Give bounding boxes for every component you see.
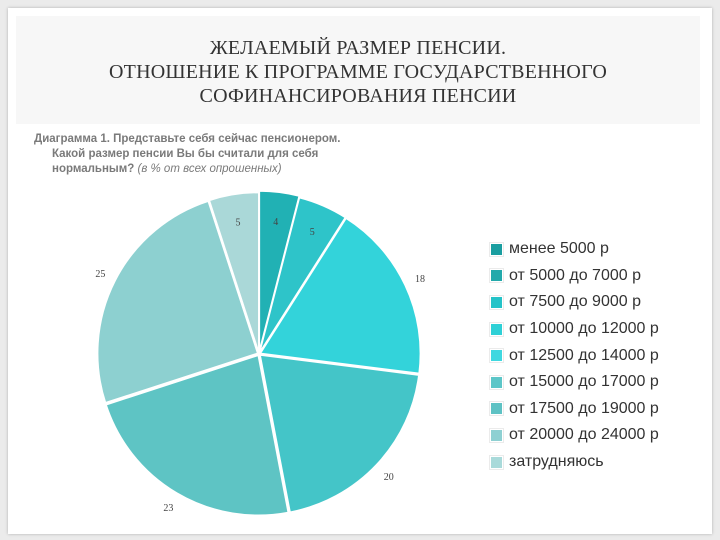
pie-slice-6 <box>96 200 259 404</box>
data-label-1: 4 <box>273 217 278 228</box>
pie-slice-4 <box>259 354 420 514</box>
legend-item: от 7500 до 9000 р <box>490 289 705 316</box>
legend-swatch <box>490 455 503 469</box>
data-label-4: 20 <box>384 472 394 483</box>
chart-title-line-3: нормальным? (в % от всех опрошенных) <box>34 162 364 177</box>
slide-title-line-2: ОТНОШЕНИЕ К ПРОГРАММЕ ГОСУДАРСТВЕННОГО <box>109 61 607 83</box>
legend-item: затрудняюсь <box>490 449 705 476</box>
legend-label: от 17500 до 19000 р <box>509 399 659 417</box>
legend-item: от 12500 до 14000 р <box>490 342 705 369</box>
legend-label: от 12500 до 14000 р <box>509 346 659 364</box>
pie-slice-7 <box>208 191 260 353</box>
chart-title-line-2: Какой размер пенсии Вы бы считали для се… <box>52 148 319 160</box>
chart-title-question: нормальным? <box>52 163 135 175</box>
data-label-6: 25 <box>95 269 105 280</box>
chart-title-note: (в % от всех опрошенных) <box>137 163 282 175</box>
legend-swatch <box>490 295 503 309</box>
legend-item: от 5000 до 7000 р <box>490 263 705 290</box>
legend-swatch <box>490 322 503 336</box>
pie-slice-2 <box>258 196 347 354</box>
legend-item: от 15000 до 17000 р <box>490 369 705 396</box>
legend-swatch <box>490 349 503 363</box>
slide-title: ЖЕЛАЕМЫЙ РАЗМЕР ПЕНСИИ. ОТНОШЕНИЕ К ПРОГ… <box>16 36 700 108</box>
legend-label: от 5000 до 7000 р <box>509 266 641 284</box>
legend-item: от 10000 до 12000 р <box>490 316 705 343</box>
data-label-2: 5 <box>310 227 315 238</box>
pie-slice-3 <box>259 217 422 375</box>
slide-title-line-3: СОФИНАНСИРОВАНИЯ ПЕНСИИ <box>199 85 517 107</box>
legend-swatch <box>490 242 503 256</box>
legend-item: менее 5000 р <box>490 236 705 263</box>
legend-swatch <box>490 269 503 283</box>
legend-label: от 7500 до 9000 р <box>509 293 641 311</box>
legend-swatch <box>490 402 503 416</box>
chart-title: Диаграмма 1. Представьте себя сейчас пен… <box>34 132 364 177</box>
data-label-7: 5 <box>236 218 241 229</box>
pie-slice-1 <box>258 190 301 352</box>
chart-title-line-1: Диаграмма 1. Представьте себя сейчас пен… <box>34 133 341 145</box>
chart-legend: менее 5000 р от 5000 до 7000 р от 7500 до … <box>490 236 705 475</box>
pie-slice-5 <box>105 354 290 517</box>
slide-title-line-1: ЖЕЛАЕМЫЙ РАЗМЕР ПЕНСИИ. <box>209 37 507 59</box>
legend-label: от 10000 до 12000 р <box>509 320 659 338</box>
legend-label: менее 5000 р <box>509 240 609 258</box>
legend-item: от 17500 до 19000 р <box>490 396 705 423</box>
legend-label: затрудняюсь <box>509 453 604 471</box>
legend-label: от 20000 до 24000 р <box>509 426 659 444</box>
legend-swatch <box>490 375 503 389</box>
legend-swatch <box>490 428 503 442</box>
title-band <box>16 16 700 124</box>
data-label-3: 18 <box>415 274 425 285</box>
data-label-5: 23 <box>163 503 173 514</box>
legend-item: от 20000 до 24000 р <box>490 422 705 449</box>
legend-label: от 15000 до 17000 р <box>509 373 659 391</box>
